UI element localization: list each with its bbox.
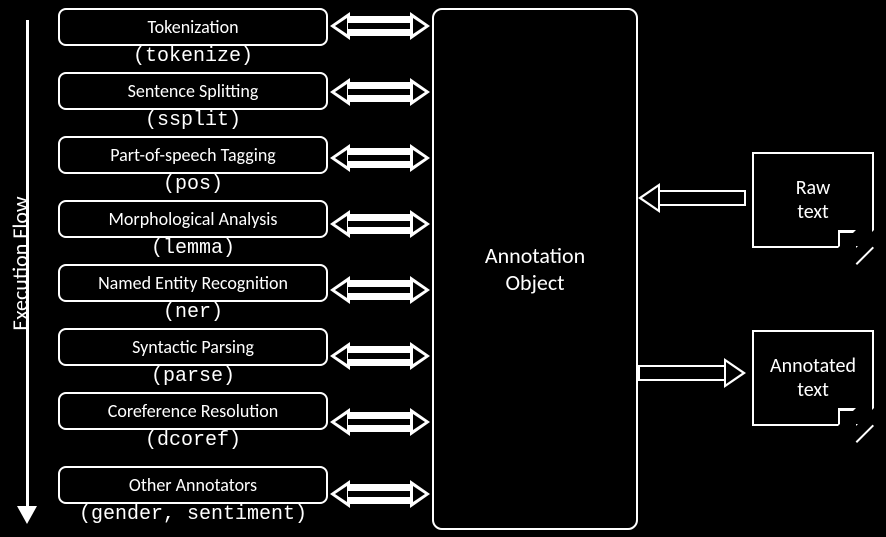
center-line1: Annotation bbox=[485, 242, 585, 269]
execution-flow-label: Execution Flow bbox=[7, 124, 34, 404]
annotator-box: Syntactic Parsing bbox=[58, 328, 328, 366]
output-arrow bbox=[638, 358, 746, 388]
annotators-column: Tokenization(tokenize) Sentence Splitting… bbox=[58, 8, 328, 530]
raw-text-doc: Raw text bbox=[752, 152, 874, 248]
raw-line2: text bbox=[797, 200, 829, 224]
bidir-arrow bbox=[330, 342, 430, 370]
annotator-code: (ner) bbox=[58, 302, 328, 324]
annotator-code: (parse) bbox=[58, 366, 328, 388]
bidir-arrow bbox=[330, 78, 430, 106]
bidir-arrow bbox=[330, 144, 430, 172]
input-arrow bbox=[638, 183, 746, 213]
annotated-text-doc: Annotated text bbox=[752, 330, 874, 426]
annotator-code: (dcoref) bbox=[58, 430, 328, 452]
annotator-code: (pos) bbox=[58, 174, 328, 196]
annotator-code: (gender, sentiment) bbox=[58, 504, 328, 526]
annotator-code: (tokenize) bbox=[58, 46, 328, 68]
annotator-box: Tokenization bbox=[58, 8, 328, 46]
annotator-box: Morphological Analysis bbox=[58, 200, 328, 238]
bidir-arrow bbox=[330, 276, 430, 304]
annotator-box: Other Annotators bbox=[58, 466, 328, 504]
annotator-box: Part-of-speech Tagging bbox=[58, 136, 328, 174]
bidir-arrow bbox=[330, 12, 430, 40]
bidir-arrow bbox=[330, 408, 430, 436]
center-line2: Object bbox=[505, 269, 564, 296]
execution-flow-arrowhead bbox=[17, 506, 37, 524]
annotator-code: (ssplit) bbox=[58, 110, 328, 132]
bidir-arrow bbox=[330, 210, 430, 238]
ann-line1: Annotated bbox=[770, 354, 856, 378]
annotator-box: Sentence Splitting bbox=[58, 72, 328, 110]
diagram-canvas: Execution Flow Tokenization(tokenize) Sen… bbox=[0, 0, 886, 537]
ann-line2: text bbox=[797, 378, 829, 402]
bidir-arrow bbox=[330, 480, 430, 508]
raw-line1: Raw bbox=[796, 176, 831, 200]
annotator-box: Named Entity Recognition bbox=[58, 264, 328, 302]
annotator-code: (lemma) bbox=[58, 238, 328, 260]
annotator-box: Coreference Resolution bbox=[58, 392, 328, 430]
annotation-object-box: Annotation Object bbox=[432, 8, 638, 530]
